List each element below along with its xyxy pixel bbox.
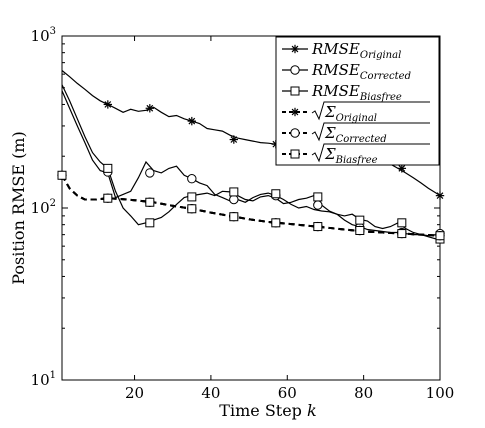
series-marker-5 [145,197,155,207]
legend-label-5: ΣBiasfree [324,145,378,166]
series-line-3 [61,174,441,237]
series-marker-2 [145,218,155,228]
x-tick-label: 40 [201,384,220,402]
x-axis-title: Time Step k [219,401,316,420]
series-marker-0 [103,100,113,109]
series-marker-2 [355,215,365,225]
legend-marker-5 [290,149,300,159]
series-marker-5 [187,204,197,214]
y-tick-label: 102 [31,198,56,217]
series-line-1 [61,90,441,237]
series-marker-2 [313,192,323,202]
series-marker-5 [103,193,113,203]
x-tick-label: 100 [426,384,455,402]
series-line-2 [61,84,440,240]
series-marker-1 [229,194,239,205]
y-axis-title: Position RMSE (m) [9,131,28,284]
series-marker-0 [187,116,197,126]
series-marker-5 [271,218,281,228]
legend-marker-2 [290,86,300,96]
legend-marker-4 [290,128,300,138]
series-marker-5 [355,225,365,235]
series-marker-0 [435,191,445,200]
legend-marker-3 [290,107,300,117]
legend-label-1: RMSECorrected [311,61,411,82]
legend-marker-1 [290,65,300,75]
series-marker-2 [271,189,281,199]
series-line-5 [61,174,441,237]
series-marker-2 [229,187,239,197]
legend-sqrt-3 [311,101,430,121]
series-marker-1 [313,200,323,210]
legend-sqrt-5 [311,143,430,163]
series-marker-5 [313,222,323,232]
series-marker-2 [103,163,113,173]
series-marker-0 [229,135,239,144]
series-marker-2 [187,192,197,202]
legend-marker-0 [290,44,300,54]
series-marker-0 [397,164,407,173]
x-tick-label: 20 [125,384,144,402]
series-marker-5 [57,170,67,180]
x-tick-label: 60 [278,384,297,402]
legend-label-2: RMSEBiasfree [311,82,402,103]
series-marker-1 [187,174,197,184]
axes: 20 40 60 80 100 101 102 103 [31,26,455,402]
series-marker-5 [229,212,239,222]
legend-label-4: ΣCorrected [324,124,387,145]
legend-label-0: RMSEOriginal [311,40,401,61]
series-marker-5 [397,229,407,239]
markers-layer [57,100,445,244]
legend: RMSEOriginalRMSECorrectedRMSEBiasfreeΣOr… [275,36,440,166]
series-marker-5 [435,231,445,241]
y-tick-label: 101 [31,370,56,389]
y-tick-label: 103 [31,26,56,45]
series-marker-1 [145,168,155,178]
legend-sqrt-4 [311,122,430,142]
series-marker-0 [145,104,155,113]
series-line-4 [61,174,441,237]
legend-label-3: ΣOriginal [324,103,377,124]
series-marker-2 [397,218,407,228]
x-tick-label: 80 [354,384,373,402]
